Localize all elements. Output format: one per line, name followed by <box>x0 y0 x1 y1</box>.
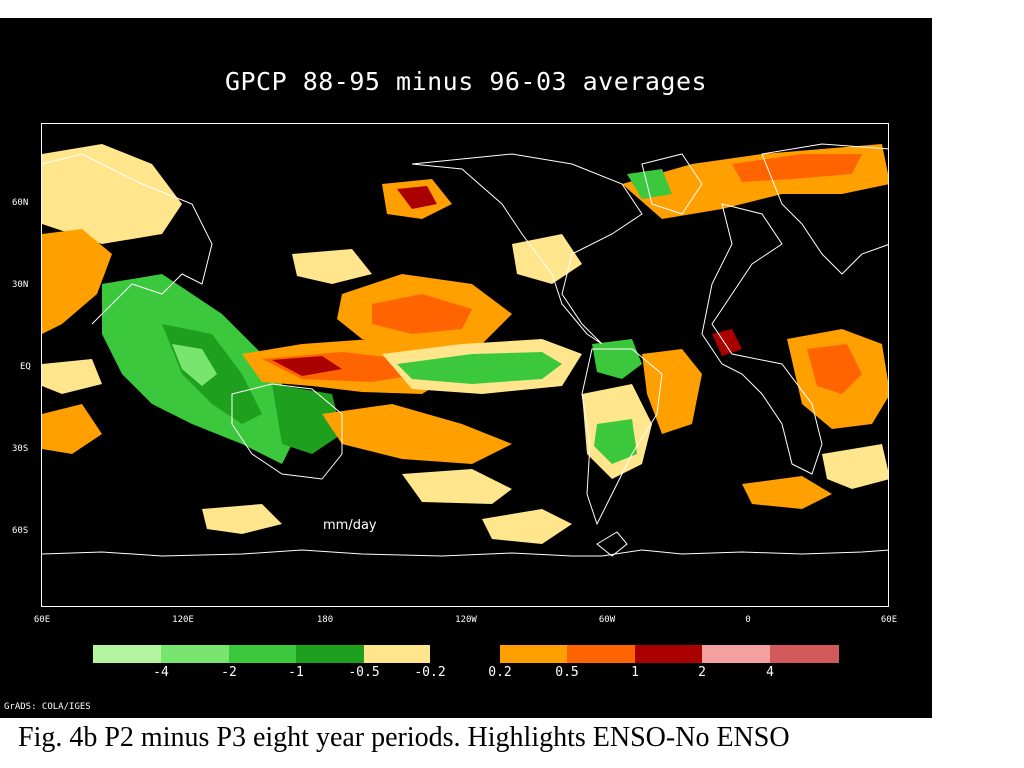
anomaly-shading <box>42 144 888 544</box>
southern-yellow-1 <box>202 504 282 534</box>
lat-tick-30n: 30N <box>12 280 29 290</box>
africa-dark-orange <box>807 344 862 394</box>
n-atlantic-yellow <box>512 234 582 284</box>
lon-tick-60e: 60E <box>33 615 51 625</box>
southern-orange-1 <box>742 476 832 509</box>
grads-credit: GrADS: COLA/IGES <box>4 702 91 712</box>
maritime-light-green <box>172 344 217 386</box>
lat-tick-eq: EQ <box>20 362 31 372</box>
lon-tick-120w: 120W <box>455 615 477 625</box>
lat-tick-60s: 60S <box>12 526 29 536</box>
siberia-green <box>627 169 672 199</box>
west-pacific-orange <box>42 229 112 334</box>
dateline-red <box>272 356 342 376</box>
lon-tick-60e-right: 60E <box>880 615 898 625</box>
antarctic-peninsula-coast <box>596 531 628 557</box>
southern-yellow-2 <box>482 509 572 544</box>
alaska-red <box>397 186 437 209</box>
eurasia-coast <box>761 143 888 275</box>
lon-tick-180: 180 <box>316 615 334 625</box>
lon-tick-0: 0 <box>745 615 751 625</box>
atlantic-orange <box>642 349 702 434</box>
s-pacific-yellow <box>402 469 512 504</box>
map-title: GPCP 88-95 minus 96-03 averages <box>224 67 708 96</box>
precipitation-difference-map <box>42 143 888 557</box>
lon-tick-120e: 120E <box>172 615 194 625</box>
eq-pacific-green <box>397 352 562 384</box>
north-america-coast <box>411 153 643 345</box>
ne-pacific-dark-orange <box>372 294 472 334</box>
w-indian-orange <box>42 404 102 454</box>
n-pacific-yellow <box>292 249 372 284</box>
s-pacific-orange <box>322 404 512 464</box>
europe-africa-coast <box>701 203 823 475</box>
south-america-green <box>594 419 637 464</box>
map-frame: mm/day <box>41 123 889 607</box>
w-indian-yellow <box>42 359 102 394</box>
s-indian-yellow <box>822 444 888 489</box>
lat-tick-30s: 30S <box>12 444 29 454</box>
greenland-coast <box>641 153 703 215</box>
lat-tick-60n: 60N <box>12 198 29 208</box>
australia-coast <box>231 383 343 480</box>
east-aus-green <box>272 384 342 454</box>
nw-pacific-yellow <box>42 144 182 244</box>
asia-coast <box>42 153 213 325</box>
units-label: mm/day <box>323 518 377 533</box>
coastlines <box>42 143 888 557</box>
figure-caption: Fig. 4b P2 minus P3 eight year periods. … <box>18 722 790 753</box>
amazon-green <box>592 339 642 379</box>
south-america-coast <box>581 348 663 526</box>
lon-tick-60w: 60W <box>598 615 616 625</box>
antarctica-coast <box>42 549 888 557</box>
africa-red <box>712 329 742 356</box>
